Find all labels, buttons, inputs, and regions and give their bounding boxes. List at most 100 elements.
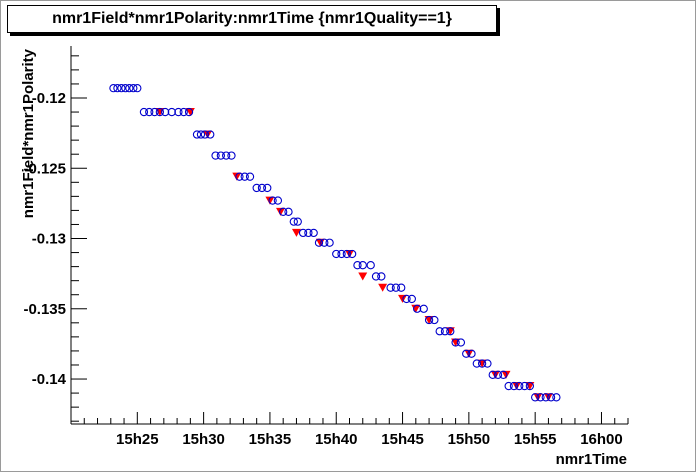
- data-point-circle: [348, 249, 357, 259]
- data-point-circle: [366, 261, 375, 270]
- data-point-circle: [314, 238, 324, 247]
- data-point-circle: [493, 370, 503, 379]
- data-point-circle: [412, 304, 422, 313]
- data-point-circle: [424, 315, 434, 325]
- data-point-circle: [337, 249, 346, 259]
- data-point-circle: [121, 84, 130, 93]
- data-point-circle: [430, 315, 439, 325]
- data-point-circle: [477, 359, 487, 368]
- data-point-circle: [174, 107, 183, 117]
- y-tick-label: -0.14: [32, 371, 67, 388]
- data-point-circle: [245, 172, 255, 181]
- chart-title: nmr1Field*nmr1Polarity:nmr1Time {nmr1Qua…: [7, 5, 497, 33]
- data-point-circle: [155, 107, 165, 117]
- data-point-triangle: [501, 370, 511, 379]
- data-point-circle: [284, 207, 293, 216]
- data-point-circle: [145, 107, 154, 117]
- data-point-circle: [488, 370, 497, 379]
- data-point-circle: [211, 151, 220, 160]
- data-point-circle: [325, 238, 334, 247]
- data-point-circle: [499, 370, 508, 379]
- data-point-circle: [298, 228, 308, 238]
- x-axis-title: nmr1Time: [556, 451, 627, 468]
- data-point-circle: [179, 107, 188, 117]
- data-point-circle: [525, 381, 535, 391]
- y-axis-title: nmr1Field*nmr1Polarity: [20, 48, 37, 218]
- y-tick-label: -0.125: [23, 160, 66, 177]
- data-point-circle: [109, 84, 118, 93]
- data-point-circle: [289, 217, 298, 226]
- data-point-circle: [456, 338, 466, 347]
- data-point-circle: [293, 217, 302, 226]
- data-point-circle: [407, 294, 416, 304]
- data-point-circle: [446, 327, 455, 336]
- x-tick-label: 15h35: [249, 431, 292, 448]
- data-point-triangle: [291, 228, 301, 237]
- data-point-circle: [117, 84, 126, 93]
- data-point-circle: [206, 130, 215, 139]
- data-point-circle: [397, 283, 406, 292]
- x-tick-label: 16h00: [580, 431, 623, 448]
- data-point-circle: [531, 393, 540, 402]
- data-point-circle: [467, 349, 476, 358]
- y-tick-label: -0.135: [23, 301, 66, 318]
- data-point-circle: [309, 228, 318, 238]
- data-point-triangle: [232, 172, 242, 181]
- data-point-circle: [472, 359, 481, 368]
- data-point-circle: [252, 183, 261, 193]
- data-point-circle: [541, 393, 550, 402]
- data-point-circle: [462, 349, 471, 358]
- data-point-triangle: [265, 196, 275, 205]
- data-point-circle: [435, 327, 444, 336]
- data-point-triangle: [490, 370, 500, 379]
- data-point-circle: [196, 130, 206, 139]
- data-point-circle: [520, 381, 529, 391]
- data-point-circle: [386, 283, 395, 292]
- data-point-circle: [552, 393, 561, 402]
- data-point-circle: [358, 261, 367, 270]
- x-tick-label: 15h25: [116, 431, 159, 448]
- data-point-circle: [184, 107, 194, 117]
- data-point-circle: [192, 130, 202, 139]
- axes: 15h25 15h30 15h35 15h40 15h45 15h50 15h55 16h00…: [23, 46, 629, 448]
- x-tick-label: 15h30: [182, 431, 225, 448]
- data-point-circle: [483, 359, 492, 368]
- data-point-circle: [371, 272, 381, 281]
- x-tick-label: 15h50: [448, 431, 491, 448]
- data-point-circle: [332, 249, 341, 259]
- data-point-circle: [402, 294, 411, 304]
- data-point-circle: [150, 107, 159, 117]
- data-point-circle: [419, 304, 428, 313]
- data-point-circle: [451, 338, 460, 347]
- data-point-circle: [509, 381, 519, 391]
- plot-frame: [71, 46, 628, 424]
- data-point-circle: [235, 172, 244, 181]
- data-point-triangle: [358, 272, 368, 281]
- x-tick-label: 15h55: [514, 431, 557, 448]
- data-point-circle: [279, 207, 288, 216]
- data-point-triangle: [464, 349, 474, 358]
- data-point-triangle: [533, 393, 543, 402]
- data-point-circle: [200, 130, 210, 139]
- data-point-circle: [546, 393, 556, 402]
- y-tick-label: -0.12: [32, 90, 66, 107]
- data-point-triangle: [378, 283, 388, 292]
- data-point-triangle: [276, 207, 286, 216]
- y-tick-label: -0.13: [32, 231, 66, 248]
- data-point-circle: [227, 151, 236, 160]
- data-point-circle: [268, 196, 277, 205]
- data-point-circle: [133, 84, 142, 93]
- data-point-circle: [391, 283, 401, 292]
- data-point-circle: [139, 107, 149, 117]
- data-point-circle: [240, 172, 249, 181]
- data-markers: [109, 84, 561, 402]
- data-point-circle: [222, 151, 231, 160]
- data-point-circle: [129, 84, 138, 93]
- data-point-circle: [353, 261, 362, 270]
- data-point-circle: [536, 393, 545, 402]
- data-point-circle: [377, 272, 386, 281]
- data-point-circle: [440, 327, 450, 336]
- data-point-circle: [113, 84, 122, 93]
